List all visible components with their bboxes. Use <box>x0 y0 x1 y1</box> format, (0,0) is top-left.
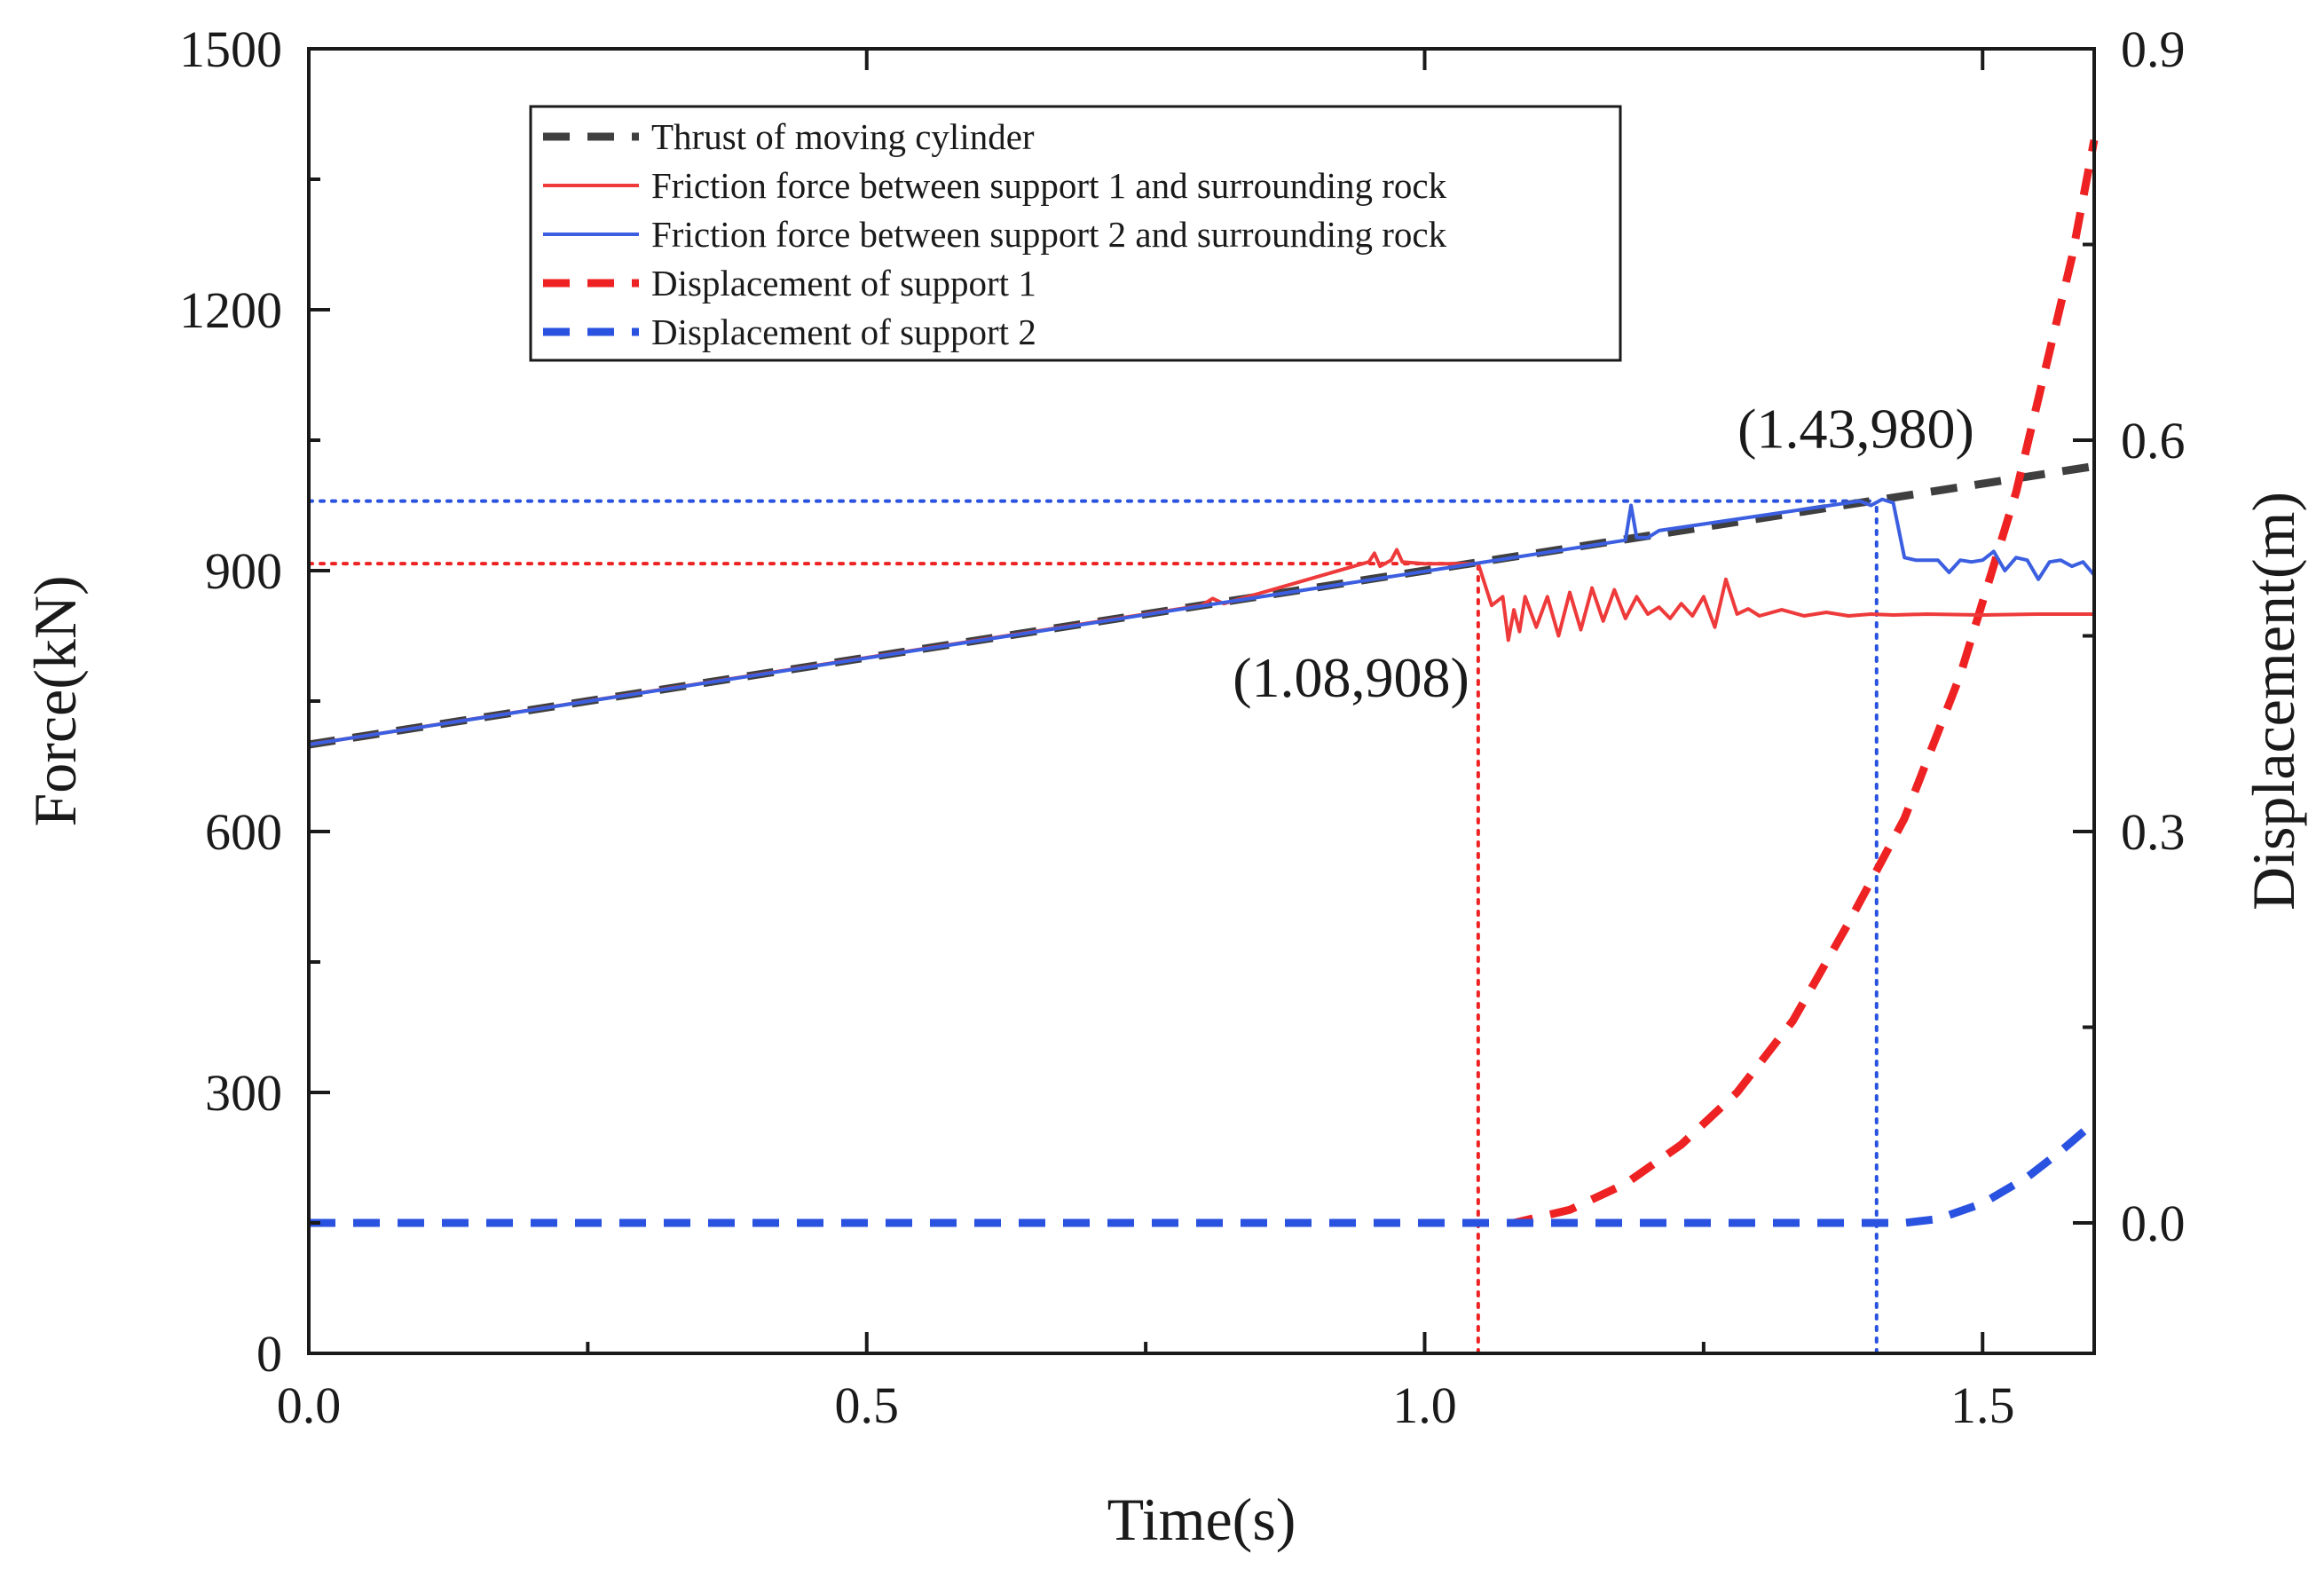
series-line-friction-force-between-support-1-and-surrounding-rock <box>308 548 2094 746</box>
legend-label-thrust-of-moving-cylinder: Thrust of moving cylinder <box>651 116 1035 157</box>
x-tick-label: 0.0 <box>277 1376 342 1434</box>
legend: Thrust of moving cylinder Friction force … <box>529 105 1622 362</box>
annotation-support-1-peak: (1.08,908) <box>1233 646 1469 709</box>
legend-box <box>529 105 1622 362</box>
annotations: (1.08,908) (1.43,980) <box>1233 398 1974 710</box>
series-line-displacement-of-support-2 <box>309 1119 2097 1227</box>
y-right-tick-label: 0.9 <box>2121 20 2186 78</box>
y-right-axis-title: Displacement(m) <box>2240 492 2307 911</box>
legend-label-displacement-of-support-1: Displacement of support 1 <box>651 263 1036 304</box>
y-right-tick-label: 0.3 <box>2121 803 2186 861</box>
x-tick-label: 0.5 <box>835 1376 900 1434</box>
y-left-tick-label: 1500 <box>179 20 282 78</box>
y-left-tick-label: 900 <box>205 542 282 600</box>
x-tick-label: 1.0 <box>1392 1376 1457 1434</box>
legend-label-displacement-of-support-2: Displacement of support 2 <box>651 311 1036 352</box>
y-right-tick-label: 0.0 <box>2121 1194 2186 1252</box>
legend-label-friction-force-between-support-1-and-surrounding-rock: Friction force between support 1 and sur… <box>651 165 1447 206</box>
axes: 0.0 0.5 1.0 1.5 0 300 600 900 1200 1500 0.0 0.3 0.6 0… <box>21 20 2307 1553</box>
y-left-tick-label: 0 <box>256 1325 282 1383</box>
y-right-tick-label: 0.6 <box>2121 412 2186 469</box>
y-left-tick-label: 1200 <box>179 281 282 339</box>
series-line-displacement-of-support-1 <box>309 139 2099 1227</box>
legend-label-friction-force-between-support-2-and-surrounding-rock: Friction force between support 2 and sur… <box>651 214 1447 255</box>
y-left-axis-title: Force(kN) <box>21 575 89 826</box>
annotation-support-2-peak: (1.43,980) <box>1737 398 1974 461</box>
y-left-tick-label: 600 <box>205 803 282 861</box>
x-axis-title: Time(s) <box>1107 1486 1296 1553</box>
y-left-tick-label: 300 <box>205 1064 282 1122</box>
series-line-friction-force-between-support-2-and-surrounding-rock <box>308 497 2096 746</box>
x-tick-label: 1.5 <box>1950 1376 2015 1434</box>
series-layer <box>308 139 2099 1227</box>
